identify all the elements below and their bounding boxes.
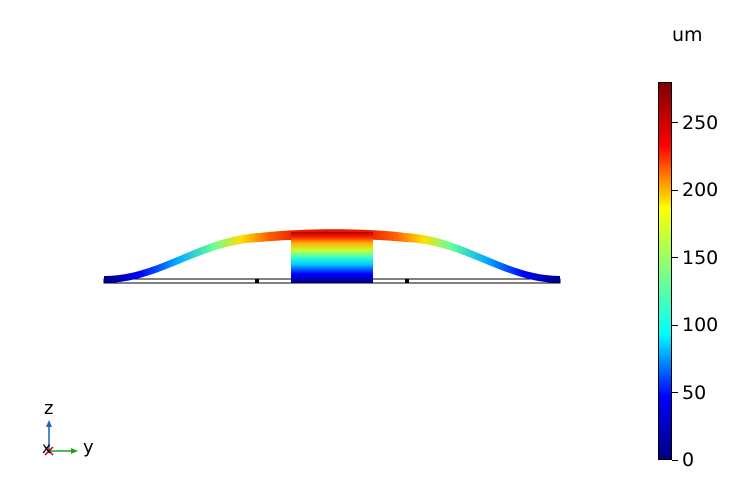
x-axis-label: x bbox=[42, 439, 51, 457]
colorbar-tick bbox=[672, 392, 678, 393]
axis-triad: z y x bbox=[30, 398, 110, 468]
colorbar-unit: um bbox=[672, 24, 703, 46]
z-axis-label: z bbox=[44, 398, 54, 419]
colorbar-tick bbox=[672, 189, 678, 191]
colorbar-tick bbox=[672, 257, 678, 258]
colorbar-tick-label: 100 bbox=[682, 314, 719, 336]
deformed-beam bbox=[104, 229, 560, 283]
colorbar-tick-label: 0 bbox=[682, 449, 695, 471]
colorbar-tick-label: 50 bbox=[682, 381, 707, 404]
colorbar-tick-label: 200 bbox=[682, 179, 719, 201]
colorbar-tick bbox=[672, 459, 678, 461]
central-pillar bbox=[291, 232, 373, 283]
colorbar bbox=[658, 82, 672, 460]
colorbar-tick bbox=[672, 324, 678, 326]
y-axis-label: y bbox=[83, 437, 94, 458]
axis-triad-arrows bbox=[44, 420, 78, 456]
colorbar-tick-label: 150 bbox=[682, 246, 719, 269]
colorbar-tick-label: 250 bbox=[682, 111, 719, 134]
colorbar-tick bbox=[672, 122, 678, 123]
